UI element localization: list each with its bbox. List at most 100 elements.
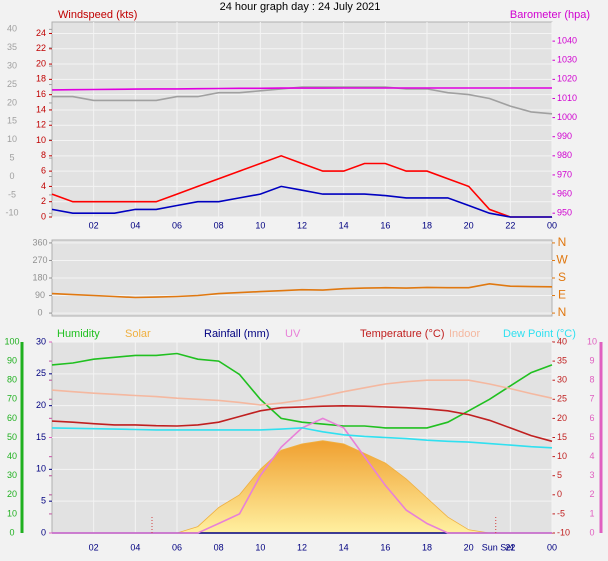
x-tick-label: 08 [214,542,224,552]
y3-tick-label: -5 [8,189,16,199]
x-tick-label: 08 [214,220,224,230]
y4-tick-label: 5 [589,432,594,442]
y-tick-label: 0 [41,527,46,537]
y4-tick-label: 1 [589,508,594,518]
y2-tick-label: 30 [557,375,567,385]
y-tick-label: 0 [41,211,46,221]
y4-tick-label: 10 [587,336,597,346]
y3-tick-label: 20 [7,489,17,499]
y2-tick-label: 5 [557,470,562,480]
y-tick-label: 20 [36,58,46,68]
y3-tick-label: -10 [5,208,18,218]
x-tick-label: 16 [380,220,390,230]
y4-tick-label: 8 [589,375,594,385]
y-tick-label: 10 [36,464,46,474]
y3-tick-label: 30 [7,470,17,480]
x-tick-label: 14 [339,542,349,552]
series-line [51,282,553,299]
y3-tick-label: 10 [7,134,17,144]
y4-tick-label: 4 [589,451,594,461]
y-tick-label: 22 [36,43,46,53]
y3-tick-label: 0 [9,527,14,537]
x-tick-label: 14 [339,220,349,230]
y-tick-label: 18 [36,74,46,84]
y-tick-label: 8 [41,150,46,160]
x-tick-label: 02 [89,220,99,230]
x-tick-label: 10 [255,542,265,552]
y2-tick-label: 1030 [557,55,577,65]
y2-axis-label: Barometer (hpa) [510,9,590,21]
y4-tick-label: 7 [589,394,594,404]
x-tick-label: 02 [89,542,99,552]
y3-tick-label: 40 [7,24,17,34]
y-tick-label: 6 [41,165,46,175]
x-tick-label: 00 [547,220,557,230]
y4-tick-label: 0 [589,527,594,537]
x-tick-label: 00 [547,542,557,552]
x-tick-label: 10 [255,220,265,230]
y-tick-label: 2 [41,196,46,206]
y-tick-label: 30 [36,336,46,346]
y2-tick-label: 0 [557,489,562,499]
legend-entry: Rainfall (mm) [204,328,269,340]
y-tick-label: 15 [36,432,46,442]
y-tick-label: 0 [37,307,42,317]
y2-tick-label: N [558,235,567,249]
y-tick-label: 180 [32,272,47,282]
y4-tick-label: 6 [589,413,594,423]
series-line [51,87,552,91]
x-tick-label: 04 [130,220,140,230]
y2-tick-label: -5 [557,508,565,518]
x-tick-label: 20 [464,542,474,552]
y4-tick-label: 2 [589,489,594,499]
y2-tick-label: 25 [557,394,567,404]
x-tick-label: 20 [464,220,474,230]
chart-title: 24 hour graph day : 24 July 2021 [220,1,381,13]
y-tick-label: 270 [32,255,47,265]
y3-tick-label: 90 [7,355,17,365]
series-line [52,86,553,115]
y3-tick-label: 35 [7,42,17,52]
y3-tick-label: 15 [7,116,17,126]
y-tick-label: 20 [36,400,46,410]
y2-tick-label: 980 [557,150,572,160]
y2-tick-label: 20 [557,413,567,423]
series-line [51,185,552,218]
y3-tick-label: 25 [7,79,17,89]
x-tick-label: 18 [422,542,432,552]
legend-entry: UV [285,328,301,340]
y2-tick-label: S [558,270,566,284]
series-line [51,379,553,406]
y4-tick-label: 3 [589,470,594,480]
y2-tick-label: 15 [557,432,567,442]
y-tick-label: 4 [41,181,46,191]
legend-entry: Temperature (°C) [360,328,444,340]
y-tick-label: 10 [36,135,46,145]
y2-tick-label: 40 [557,336,567,346]
y3-tick-label: 10 [7,508,17,518]
series-line [51,404,553,443]
x-tick-label: 06 [172,542,182,552]
annotation: Sun Set [482,542,515,552]
y-tick-label: 25 [36,368,46,378]
x-tick-label: 22 [505,542,515,552]
x-tick-label: 04 [130,542,140,552]
y2-tick-label: -10 [557,527,570,537]
x-tick-label: 16 [380,542,390,552]
y-tick-label: 5 [41,496,46,506]
y2-tick-label: 990 [557,131,572,141]
y-tick-label: 16 [36,89,46,99]
legend-entry: Solar [125,328,151,340]
y2-tick-label: 35 [557,355,567,365]
y3-tick-label: 50 [7,432,17,442]
y2-tick-label: 970 [557,169,572,179]
y3-tick-label: 60 [7,413,17,423]
y2-tick-label: 960 [557,188,572,198]
y3-tick-label: 5 [9,153,14,163]
series-line [51,427,553,449]
legend-entry: Indoor [449,328,481,340]
y-axis-label: Windspeed (kts) [58,9,137,21]
x-tick-label: 12 [297,542,307,552]
x-tick-label: 22 [505,220,515,230]
